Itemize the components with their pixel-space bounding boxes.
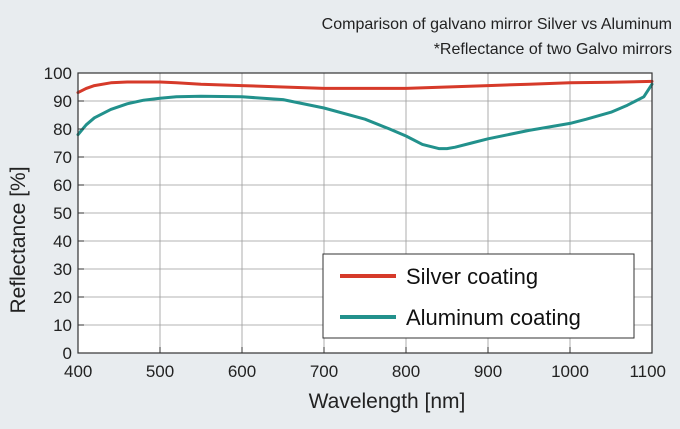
y-axis-title: Reflectance [%] xyxy=(7,166,30,313)
legend-label-aluminum: Aluminum coating xyxy=(406,305,581,330)
legend-label-silver: Silver coating xyxy=(406,264,538,289)
x-tick-label: 400 xyxy=(64,362,92,381)
x-tick-label: 900 xyxy=(474,362,502,381)
y-tick-label: 100 xyxy=(44,64,72,83)
legend: Silver coating Aluminum coating xyxy=(322,253,635,339)
x-tick-label: 800 xyxy=(392,362,420,381)
y-axis-ticks: 0 10 20 30 40 50 60 70 80 90 100 xyxy=(44,64,84,363)
x-tick-label: 600 xyxy=(228,362,256,381)
x-tick-label: 1100 xyxy=(629,362,666,381)
grid-lines xyxy=(78,73,652,353)
y-tick-label: 70 xyxy=(53,148,72,167)
y-tick-label: 10 xyxy=(53,316,72,335)
legend-box xyxy=(322,253,635,339)
chart-title: Comparison of galvano mirror Silver vs A… xyxy=(322,16,672,33)
x-tick-label: 500 xyxy=(146,362,174,381)
x-tick-label: 1000 xyxy=(551,362,589,381)
series-line-silver xyxy=(76,79,654,95)
x-axis-title: Wavelength [nm] xyxy=(309,390,466,413)
y-tick-label: 30 xyxy=(53,260,72,279)
series-lines xyxy=(76,79,654,151)
y-tick-label: 50 xyxy=(53,204,72,223)
x-axis-ticks: 400 500 600 700 800 900 1000 1100 xyxy=(64,347,666,381)
y-tick-label: 90 xyxy=(53,92,72,111)
y-tick-label: 80 xyxy=(53,120,72,139)
x-tick-label: 700 xyxy=(310,362,338,381)
series-line-aluminum xyxy=(76,82,654,151)
y-tick-label: 0 xyxy=(63,344,72,363)
y-tick-label: 60 xyxy=(53,176,72,195)
chart-subtitle: *Reflectance of two Galvo mirrors xyxy=(434,41,672,58)
y-tick-label: 40 xyxy=(53,232,72,251)
y-tick-label: 20 xyxy=(53,288,72,307)
